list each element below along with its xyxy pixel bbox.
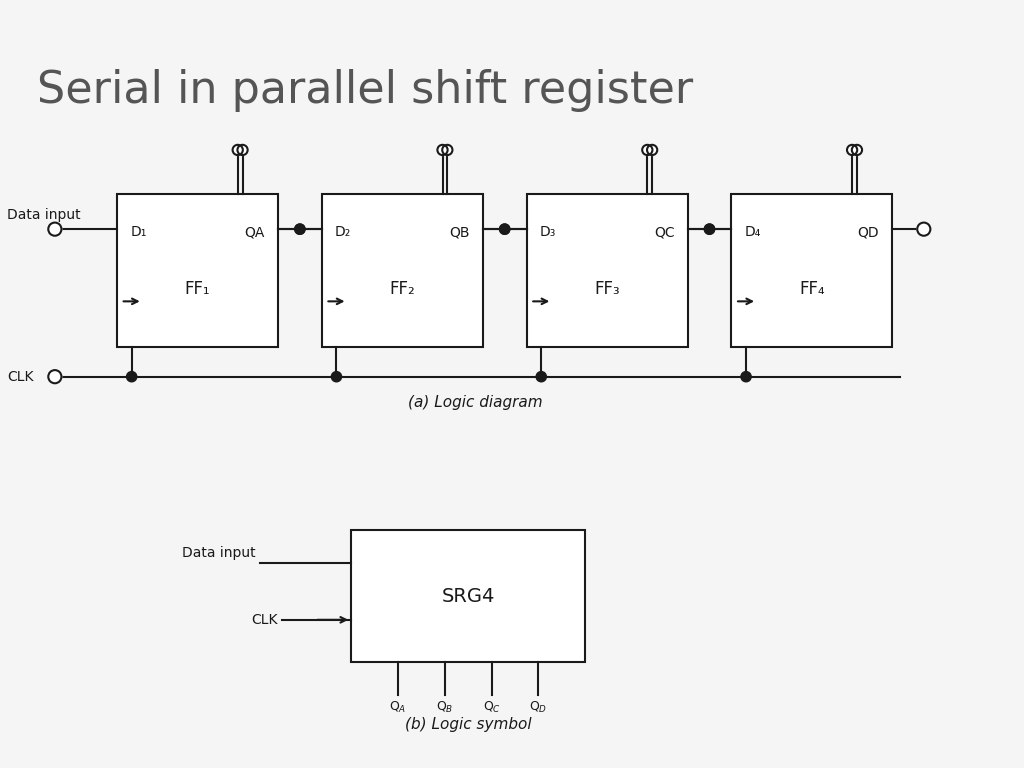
Circle shape: [741, 372, 752, 382]
Text: Q$_B$: Q$_B$: [436, 700, 454, 715]
Text: (a) Logic diagram: (a) Logic diagram: [409, 395, 543, 410]
Circle shape: [238, 145, 248, 155]
Bar: [117, 194, 278, 347]
Text: Data input: Data input: [7, 208, 81, 222]
Text: Data input: Data input: [182, 545, 256, 560]
Circle shape: [48, 223, 61, 236]
Circle shape: [332, 372, 342, 382]
Text: D₁: D₁: [130, 225, 146, 239]
Circle shape: [852, 145, 862, 155]
Circle shape: [437, 145, 447, 155]
Circle shape: [48, 370, 61, 383]
Circle shape: [127, 372, 137, 382]
Circle shape: [295, 224, 305, 234]
Circle shape: [442, 145, 453, 155]
Text: FF₂: FF₂: [389, 280, 415, 298]
Text: (b) Logic symbol: (b) Logic symbol: [404, 717, 531, 732]
Text: D₄: D₄: [744, 225, 761, 239]
Text: CLK: CLK: [7, 369, 34, 384]
Text: FF₁: FF₁: [184, 280, 210, 298]
Text: QC: QC: [653, 225, 675, 239]
Circle shape: [537, 372, 547, 382]
Text: Q$_C$: Q$_C$: [482, 700, 501, 715]
FancyBboxPatch shape: [0, 11, 1024, 757]
Text: Serial in parallel shift register: Serial in parallel shift register: [37, 69, 693, 112]
Text: QA: QA: [245, 225, 265, 239]
Text: FF₄: FF₄: [799, 280, 824, 298]
Text: Q$_D$: Q$_D$: [529, 700, 548, 715]
Bar: [731, 194, 892, 347]
Text: QD: QD: [857, 225, 880, 239]
Circle shape: [705, 224, 715, 234]
Circle shape: [500, 224, 510, 234]
Text: SRG4: SRG4: [441, 587, 495, 606]
Circle shape: [705, 224, 715, 234]
Circle shape: [647, 145, 657, 155]
Circle shape: [232, 145, 243, 155]
Text: D₃: D₃: [540, 225, 556, 239]
Circle shape: [295, 224, 305, 234]
Text: Q$_A$: Q$_A$: [389, 700, 407, 715]
Circle shape: [500, 224, 510, 234]
Circle shape: [642, 145, 652, 155]
Circle shape: [847, 145, 857, 155]
Bar: [526, 194, 687, 347]
Text: D₂: D₂: [335, 225, 351, 239]
Bar: [322, 194, 482, 347]
Text: FF₃: FF₃: [594, 280, 620, 298]
Bar: [351, 530, 585, 662]
Circle shape: [918, 223, 931, 236]
Text: QB: QB: [450, 225, 470, 239]
Text: CLK: CLK: [252, 613, 278, 627]
